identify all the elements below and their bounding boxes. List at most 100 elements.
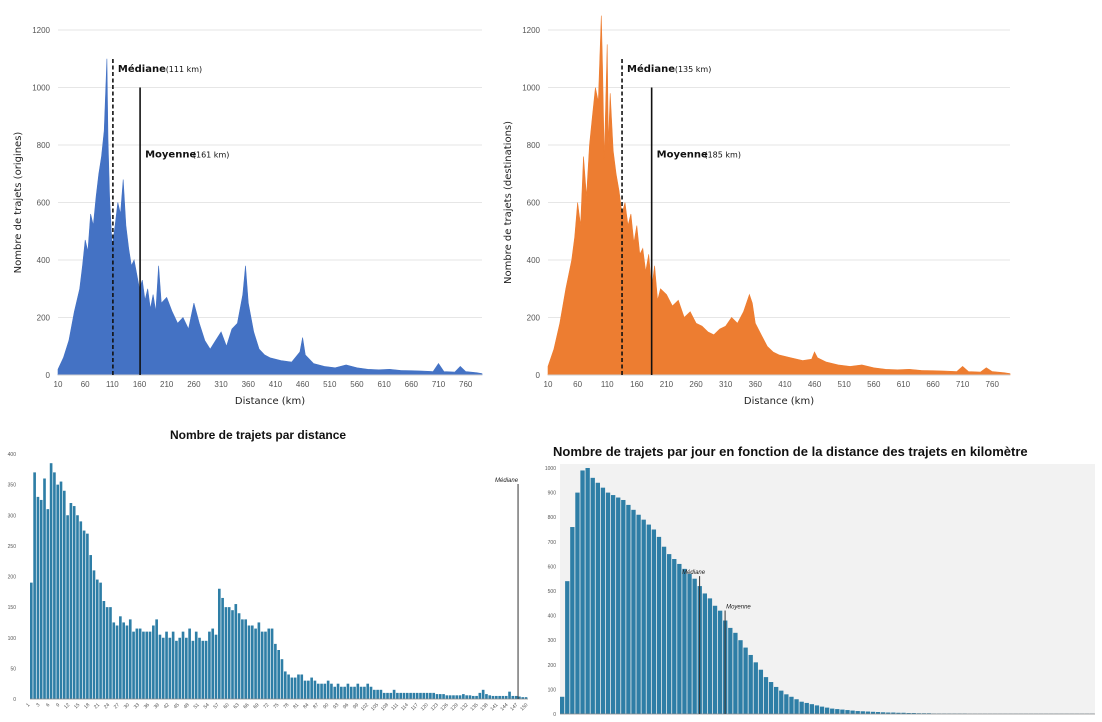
bar xyxy=(333,686,337,699)
y-tick-label: 600 xyxy=(548,564,557,570)
x-tick-label: 72 xyxy=(262,702,270,710)
x-tick-label: 63 xyxy=(232,702,240,710)
bar xyxy=(794,699,799,714)
x-tick-label: 710 xyxy=(432,380,446,389)
x-tick-label: 660 xyxy=(926,380,940,389)
bar xyxy=(208,631,211,700)
bar xyxy=(412,692,416,700)
bar xyxy=(667,554,672,714)
bar xyxy=(66,515,69,699)
x-tick-label: 460 xyxy=(296,380,310,389)
x-tick-label: 75 xyxy=(272,702,280,710)
bar xyxy=(824,707,830,714)
bar xyxy=(452,695,455,699)
bar xyxy=(485,694,488,699)
median-label: Médiane xyxy=(118,63,166,75)
y-tick-label: 600 xyxy=(527,199,541,208)
bar xyxy=(270,628,274,699)
bar xyxy=(768,682,774,714)
bar xyxy=(372,689,376,699)
bar xyxy=(570,527,575,714)
x-tick-label: 510 xyxy=(323,380,337,389)
bar xyxy=(326,680,330,700)
bar xyxy=(346,683,350,699)
y-tick-label: 1000 xyxy=(545,466,556,472)
bar xyxy=(267,628,271,699)
chart-distance-title: Nombre de trajets par distance xyxy=(170,428,347,442)
bar xyxy=(478,692,482,700)
bar xyxy=(491,695,495,699)
chart-distance-panel: 0 50 100 150 200 250 300 350 400 1 3 6 9 12 15 18 21 24 27… xyxy=(0,440,633,722)
bar xyxy=(415,692,419,700)
x-tick-label: 48 xyxy=(183,702,191,710)
x-tick-label: 560 xyxy=(350,380,364,389)
bar xyxy=(468,695,472,699)
bar xyxy=(389,692,393,700)
bar xyxy=(641,519,646,714)
bar xyxy=(224,607,228,700)
bar xyxy=(422,692,426,700)
bar xyxy=(138,628,142,699)
x-tick-label: 27 xyxy=(113,702,121,710)
bar xyxy=(402,692,406,700)
bar xyxy=(855,711,860,714)
bar xyxy=(254,628,257,699)
x-tick-label: 81 xyxy=(292,702,300,710)
bar xyxy=(809,704,814,714)
bar xyxy=(336,683,340,699)
bar xyxy=(82,530,86,699)
bar xyxy=(359,686,363,699)
x-tick-label: 15 xyxy=(73,702,81,710)
bar xyxy=(257,622,261,699)
bar xyxy=(471,695,475,699)
bar xyxy=(819,706,825,714)
x-tick-label: 51 xyxy=(193,702,201,710)
y-axis-label: Nombre de trajets (destinations) xyxy=(503,121,514,284)
bar xyxy=(109,607,112,700)
bar xyxy=(455,695,459,699)
bar xyxy=(237,613,241,699)
bar xyxy=(33,472,36,700)
bar xyxy=(89,555,92,699)
bar xyxy=(185,637,188,699)
mean-label: Moyenne xyxy=(145,150,196,161)
bar xyxy=(560,696,565,714)
bar xyxy=(774,686,779,714)
y-tick-label: 350 xyxy=(8,483,17,489)
bar xyxy=(155,619,158,700)
x-tick-label: 57 xyxy=(212,702,220,710)
x-tick-label: 610 xyxy=(377,380,391,389)
y-tick-label: 900 xyxy=(548,491,557,497)
chart-origines: 0 200 400 600 800 1000 1200 10 60 110 160 210 260 310… xyxy=(13,26,483,407)
bar xyxy=(392,689,396,699)
bar xyxy=(323,683,327,699)
bar xyxy=(409,692,412,700)
y-tick-label: 400 xyxy=(8,452,17,458)
bar xyxy=(702,593,707,714)
bar xyxy=(830,708,835,714)
bar xyxy=(860,711,865,714)
x-tick-label: 12 xyxy=(63,702,71,710)
x-tick-label: 123 xyxy=(430,702,440,712)
x-tick-label: 93 xyxy=(332,702,340,710)
x-tick-label: 111 xyxy=(390,702,400,712)
bar xyxy=(779,690,784,714)
chart-jour: 0 100 200 300 400 500 600 700 800 900 1000 Médiane M… xyxy=(545,464,1095,718)
median-label: Médiane xyxy=(682,570,706,576)
x-tick-label: 360 xyxy=(749,380,763,389)
bar xyxy=(656,536,662,714)
bar xyxy=(264,631,267,700)
mean-label: Moyenne xyxy=(726,605,751,611)
bar xyxy=(280,659,284,699)
x-tick-label: 260 xyxy=(187,380,201,389)
y-tick-label: 200 xyxy=(37,314,51,323)
x-tick-label: 117 xyxy=(410,702,420,712)
x-tick-label: 78 xyxy=(282,702,290,710)
bar xyxy=(600,487,606,714)
y-tick-label: 400 xyxy=(37,256,51,265)
series-area xyxy=(57,58,483,376)
x-tick-label: 610 xyxy=(897,380,911,389)
bar xyxy=(590,477,595,714)
median-value: (135 km) xyxy=(675,65,711,74)
x-tick-label: 66 xyxy=(242,702,250,710)
